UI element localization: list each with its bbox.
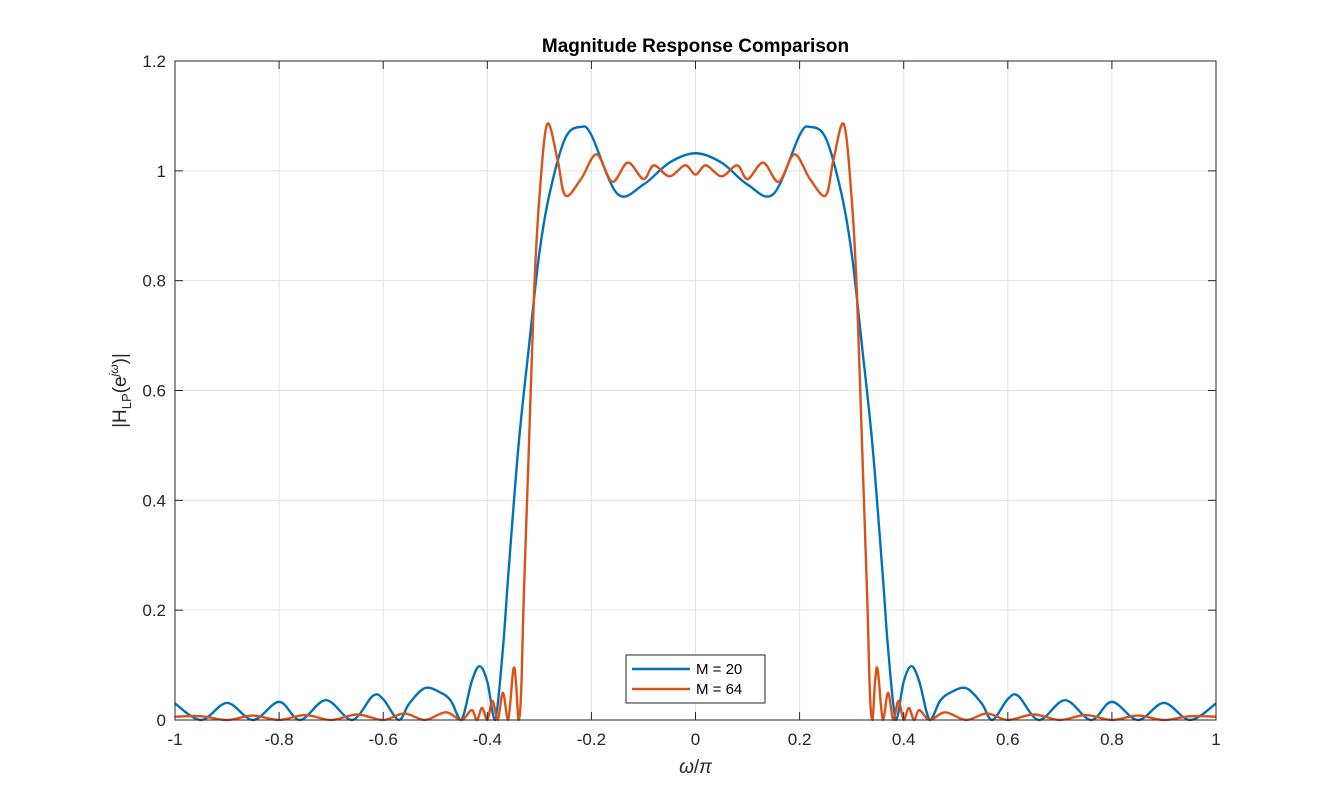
y-label-subscript: LP bbox=[119, 393, 134, 409]
chart-title: Magnitude Response Comparison bbox=[542, 36, 849, 57]
x-tick-label: 0.6 bbox=[996, 730, 1020, 749]
ticks bbox=[174, 60, 1217, 721]
x-tick-label: -0.2 bbox=[577, 730, 606, 749]
x-label-slash: / bbox=[694, 757, 700, 778]
x-tick-label: -0.4 bbox=[473, 730, 502, 749]
x-tick-label: 0.2 bbox=[788, 730, 812, 749]
y-label-prefix: |H bbox=[110, 409, 131, 428]
x-label-omega: ω bbox=[679, 757, 694, 778]
y-tick-label: 0.6 bbox=[142, 382, 166, 401]
x-tick-label: -0.8 bbox=[264, 730, 293, 749]
y-tick-label: 0.2 bbox=[142, 601, 166, 620]
y-tick-label: 0.8 bbox=[142, 272, 166, 291]
y-label-superscript: jω bbox=[107, 364, 121, 378]
legend-box bbox=[625, 654, 766, 704]
legend-label-1: M = 20 bbox=[696, 661, 742, 678]
y-axis-label: |HLP(ejω)| bbox=[107, 353, 134, 428]
series-line-1 bbox=[174, 125, 1217, 722]
y-tick-label: 0.4 bbox=[142, 491, 166, 510]
tick-labels: -1 -0.8 -0.6 -0.4 -0.2 0 0.2 0.4 0.6 0.8 1 0 0.2 0.4 0… bbox=[142, 52, 1220, 749]
x-tick-label: -0.6 bbox=[369, 730, 398, 749]
x-tick-label: 0.8 bbox=[1100, 730, 1124, 749]
x-tick-label: 1 bbox=[1211, 730, 1220, 749]
x-tick-label: 0 bbox=[691, 730, 700, 749]
x-tick-label: -1 bbox=[167, 730, 182, 749]
y-tick-label: 1.2 bbox=[142, 52, 166, 71]
svg-text:|HLP(ejω)|: |HLP(ejω)| bbox=[107, 353, 134, 428]
legend-label-2: M = 64 bbox=[696, 681, 742, 698]
x-tick-label: 0.4 bbox=[892, 730, 916, 749]
y-label-mid: (e bbox=[110, 376, 131, 393]
y-tick-label: 0 bbox=[157, 711, 166, 730]
legend: M = 20 M = 64 bbox=[625, 654, 766, 704]
y-tick-label: 1 bbox=[157, 162, 166, 181]
x-label-pi: π bbox=[699, 757, 713, 778]
y-label-suffix: )| bbox=[110, 353, 131, 364]
x-axis-label: ω/π bbox=[679, 757, 713, 778]
